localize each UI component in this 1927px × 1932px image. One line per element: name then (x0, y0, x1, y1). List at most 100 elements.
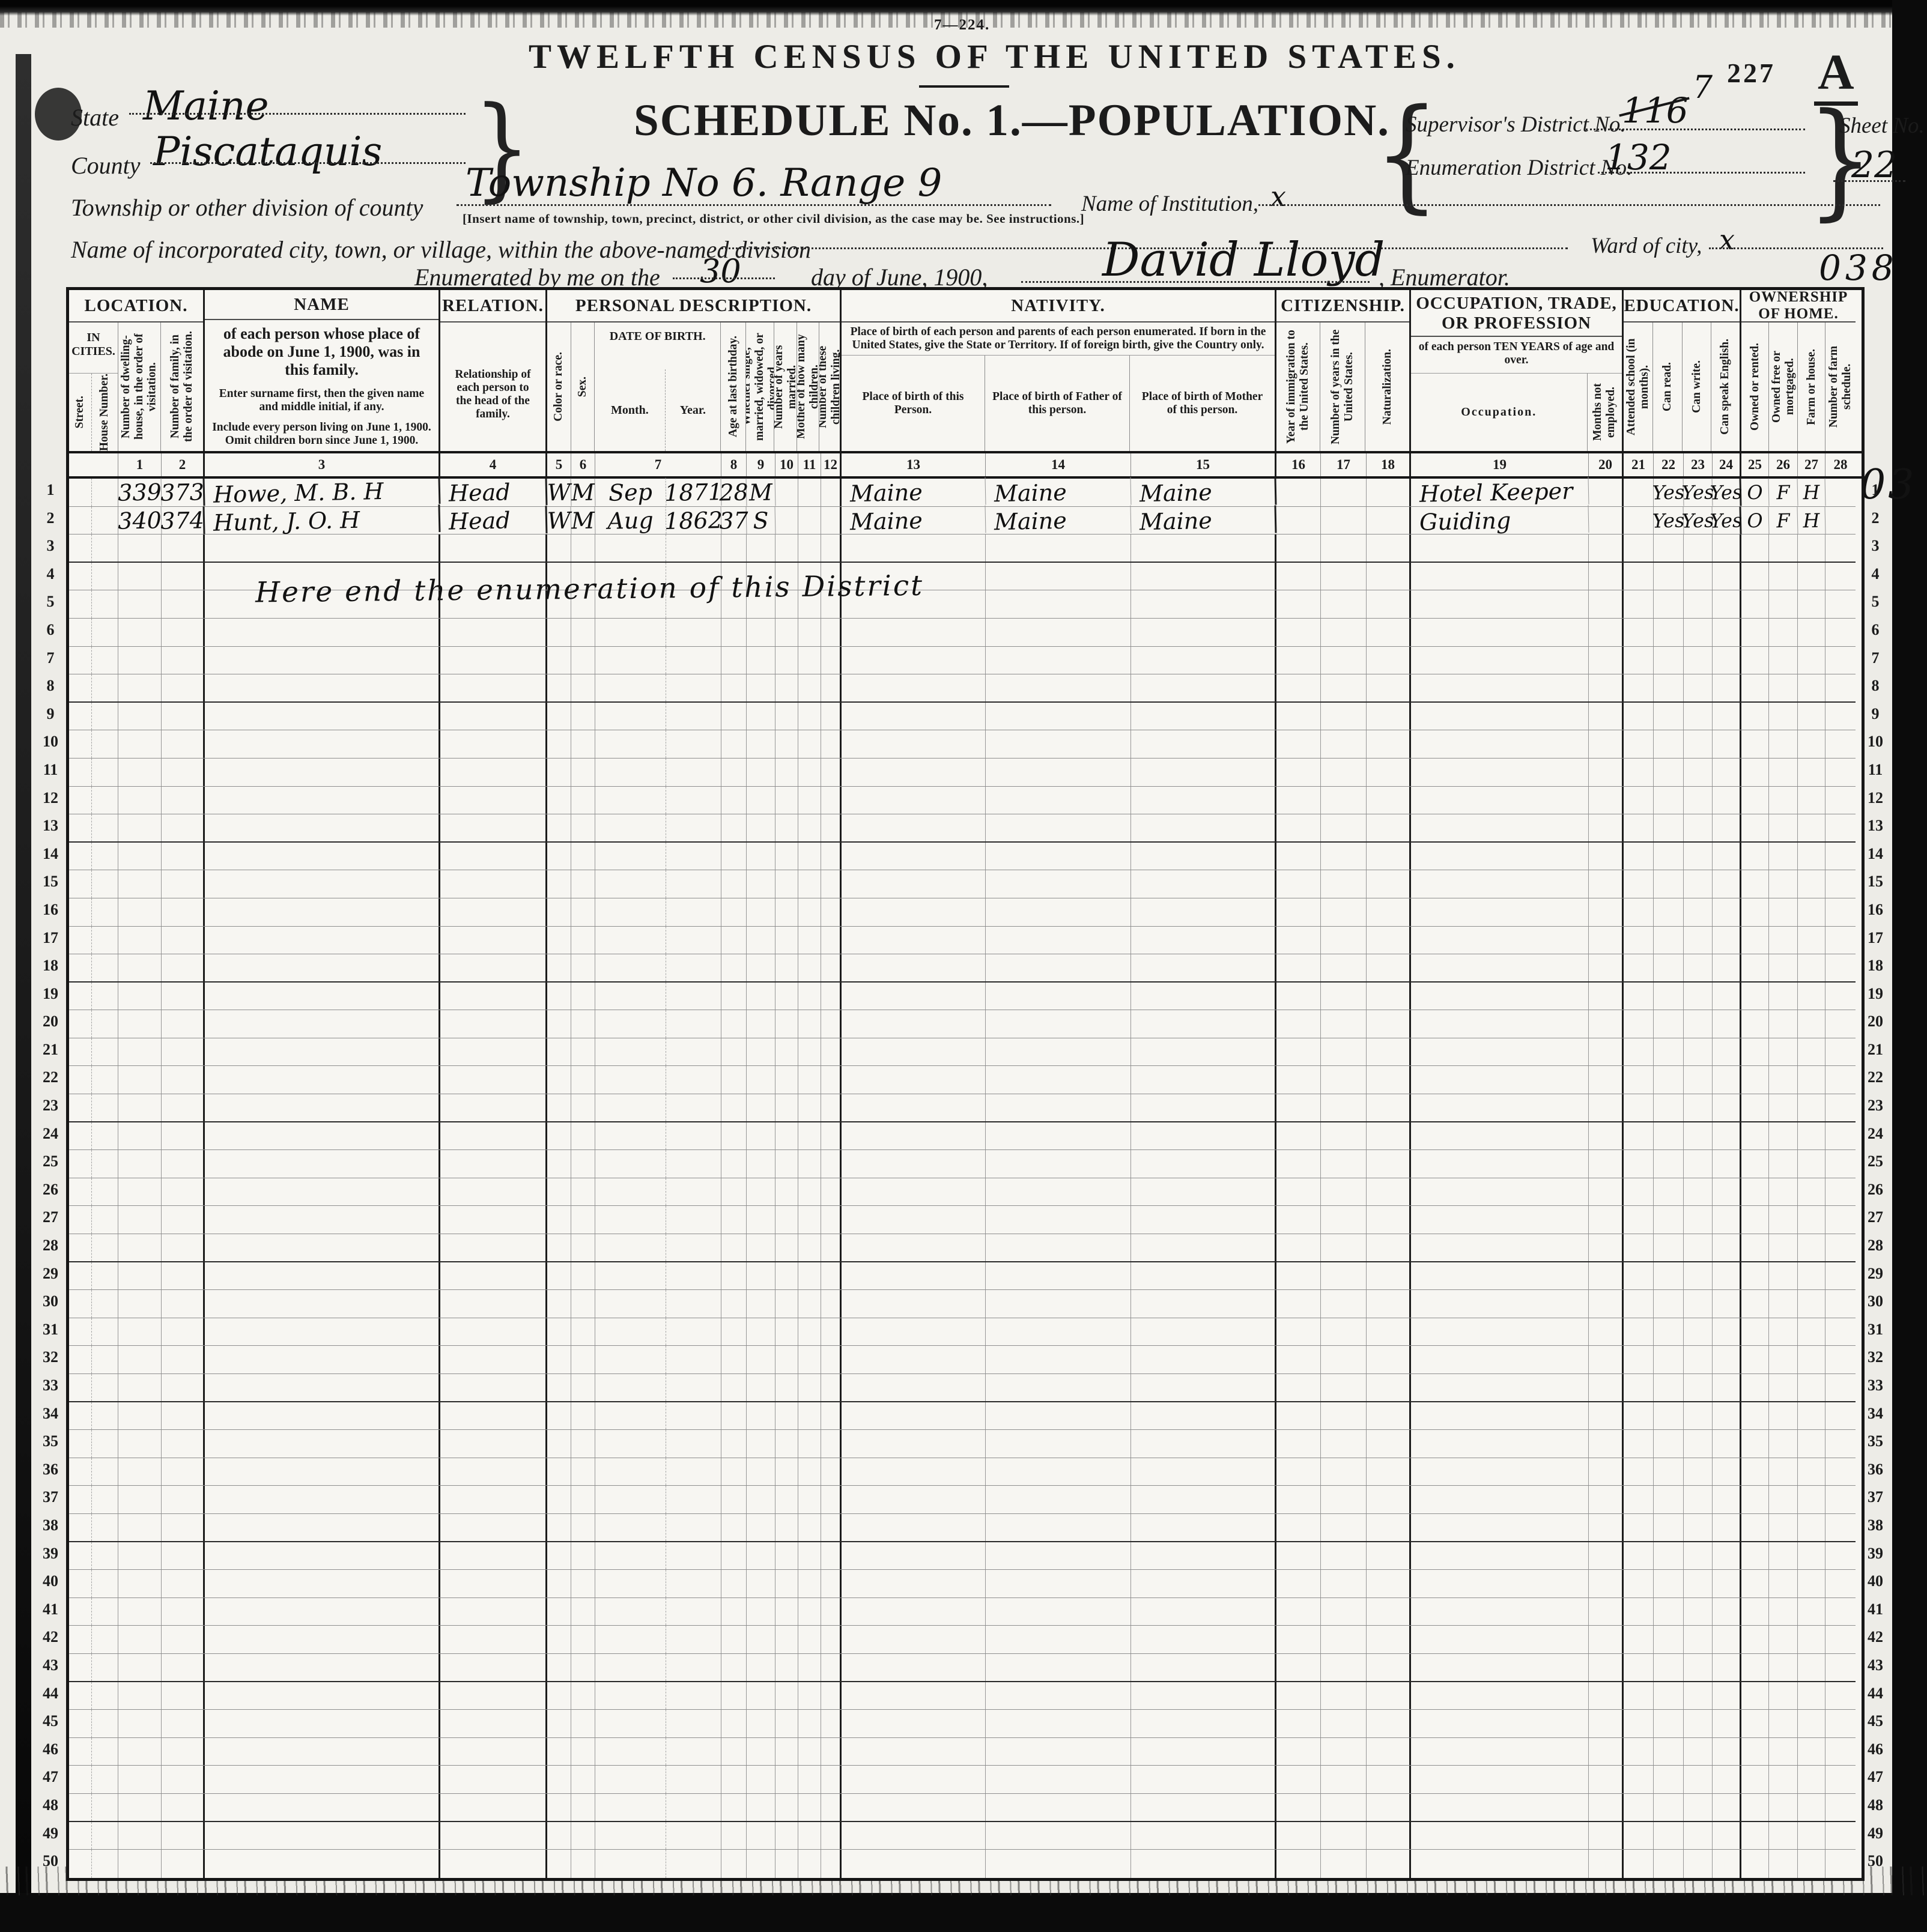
cell-street (69, 1010, 92, 1038)
cell-english (1713, 1850, 1741, 1878)
cell-mother_pob (1131, 1094, 1276, 1121)
row-number: 31 (1868, 1320, 1883, 1338)
state-label: State (71, 104, 119, 131)
cell-age (721, 1290, 747, 1318)
cell-dwelling (118, 898, 162, 926)
cell-family (162, 814, 205, 841)
cell-father (986, 1737, 1131, 1766)
cell-relation (440, 1430, 547, 1458)
cell-living (821, 1178, 842, 1206)
cell-living (821, 1682, 842, 1710)
cell-free (1769, 1542, 1798, 1570)
institution-label: Name of Institution, (1081, 192, 1258, 216)
cell-dwelling (118, 730, 162, 758)
cell-english (1713, 702, 1741, 730)
row-number: 20 (1868, 1013, 1883, 1031)
cell-naturalization (1367, 1626, 1411, 1653)
cell-farm (1798, 954, 1825, 981)
cell-mother_pob (1131, 954, 1276, 981)
day-line (673, 277, 775, 279)
cell-free (1769, 982, 1798, 1010)
cell-age (721, 1766, 747, 1793)
colnum-16: 16 (1276, 453, 1321, 476)
cell-years (1321, 1010, 1367, 1038)
cell-street (69, 870, 92, 898)
ownership-title: OWNERSHIP OF HOME. (1741, 289, 1856, 323)
cell-farm (1798, 702, 1825, 730)
cell-street (69, 1570, 92, 1597)
cell-house (92, 1513, 118, 1541)
cell-street (69, 1850, 92, 1878)
cell-relation (440, 1094, 547, 1121)
table-row (69, 1178, 1856, 1207)
cell-english (1713, 1178, 1741, 1206)
cell-year: 1871 (664, 478, 723, 507)
cell-marital (747, 1094, 775, 1121)
cell-years_married (775, 1597, 798, 1626)
cell-owned (1741, 1793, 1769, 1821)
row-number: 46 (1868, 1740, 1883, 1758)
cell-years_married (775, 1682, 798, 1710)
cell-years (1321, 982, 1367, 1010)
cell-free (1769, 1094, 1798, 1121)
cell-pob (842, 1290, 986, 1318)
row-number: 9 (46, 704, 55, 722)
cell-sex (571, 1402, 595, 1430)
cell-months (1589, 1010, 1624, 1038)
cell-sex (571, 1597, 595, 1626)
cell-occupation (1411, 1570, 1589, 1597)
cell-street (69, 1234, 92, 1261)
table-row (69, 1290, 1856, 1318)
cell-month (595, 1513, 666, 1541)
enumeration-district-value: 132 (1605, 137, 1672, 178)
cell-year (666, 1206, 721, 1234)
cell-months (1589, 1346, 1624, 1373)
cell-occupation (1411, 786, 1589, 814)
cell-name (205, 1178, 440, 1206)
cell-sex (571, 1234, 595, 1261)
table-row (69, 1318, 1856, 1346)
cell-father (986, 1850, 1131, 1878)
cell-owned (1741, 786, 1769, 814)
cell-color (547, 1486, 571, 1513)
enumerated-day: 30 (700, 252, 741, 290)
cell-family (162, 1234, 205, 1261)
row-number: 17 (1868, 928, 1883, 946)
cell-color (547, 1458, 571, 1486)
row-number: 28 (43, 1237, 58, 1255)
cell-family (162, 1737, 205, 1766)
cell-free (1769, 646, 1798, 674)
row-number: 18 (43, 957, 58, 975)
cell-pob (842, 618, 986, 646)
cell-month (595, 1038, 666, 1066)
cell-relation (440, 1542, 547, 1570)
cell-years_married (775, 730, 798, 758)
ward-label: Ward of city, (1591, 234, 1702, 258)
cell-street (69, 1821, 92, 1850)
cell-mother_pob (1131, 534, 1276, 562)
cell-schedule (1825, 703, 1856, 730)
cell-dwelling: 339 (117, 478, 162, 507)
cell-sex (571, 1262, 595, 1290)
cell-year (666, 926, 721, 954)
cell-immigration (1276, 1262, 1321, 1290)
cell-name (205, 1094, 440, 1121)
cell-month (595, 1710, 666, 1737)
cell-read (1654, 702, 1684, 730)
cell-immigration (1276, 1234, 1321, 1261)
cell-father (986, 534, 1131, 562)
cell-write (1684, 590, 1713, 618)
cell-write (1684, 1626, 1713, 1653)
cell-mother (798, 1290, 821, 1318)
county-label: County (71, 152, 141, 179)
cell-farm (1798, 870, 1825, 898)
cell-years (1321, 702, 1367, 730)
cell-marital (747, 1597, 775, 1626)
cell-family (162, 1262, 205, 1290)
cell-name (205, 1793, 440, 1821)
cell-read (1654, 1038, 1684, 1066)
cell-name (205, 1513, 440, 1541)
name-title: NAME (205, 290, 439, 320)
cell-relation (440, 730, 547, 758)
cell-occupation (1411, 1262, 1589, 1290)
